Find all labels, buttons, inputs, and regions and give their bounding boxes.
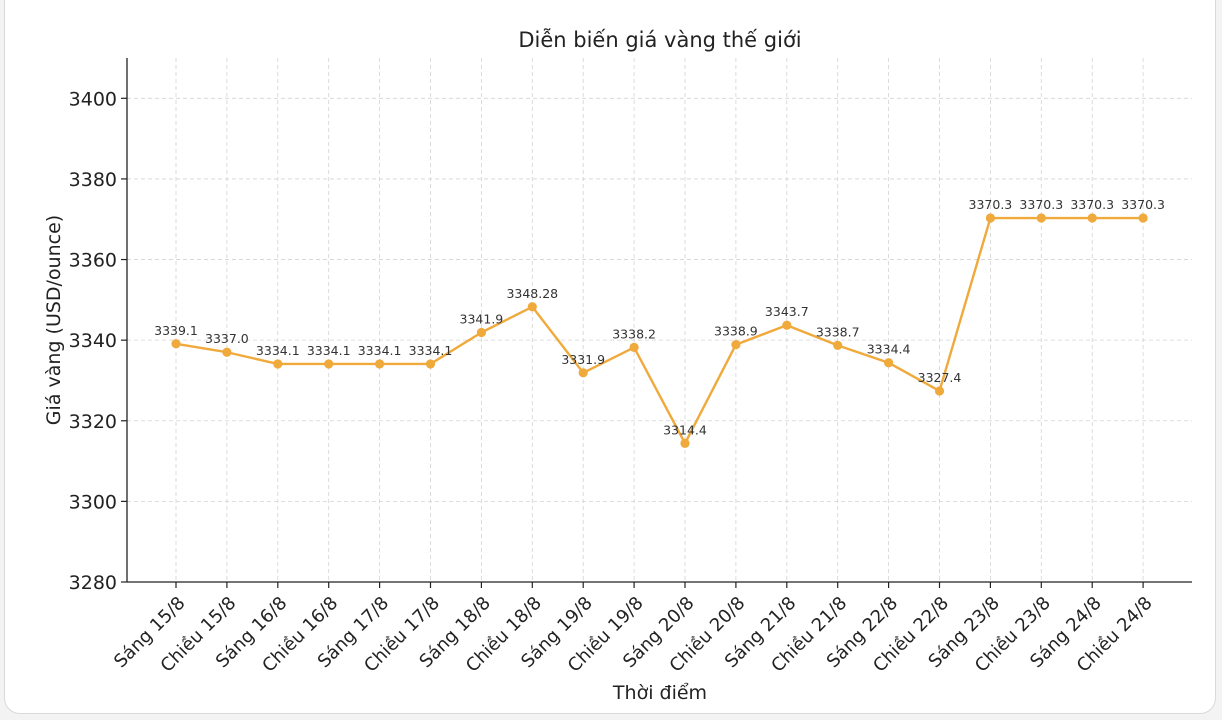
data-point: [425, 359, 436, 369]
data-point: [680, 438, 690, 448]
series-line: [175, 216, 1144, 445]
y-tick-label: 3300: [69, 491, 117, 513]
data-point: [375, 359, 385, 369]
data-point: [629, 342, 639, 353]
chart-card: [4, 0, 1216, 714]
data-label: 3348.28: [506, 286, 558, 301]
data-point: [1138, 213, 1148, 223]
data-label: 3334.4: [867, 342, 911, 357]
chart-title: Diễn biến giá vàng thế giới: [518, 27, 801, 52]
data-point: [934, 386, 945, 396]
data-label: 3341.9: [460, 311, 504, 326]
data-label: 3327.4: [918, 370, 962, 385]
data-label: 3334.1: [256, 343, 300, 358]
grid: [127, 58, 1192, 582]
data-point: [782, 320, 792, 330]
data-label: 3334.1: [307, 343, 351, 358]
data-point: [476, 327, 486, 338]
data-point: [324, 359, 334, 369]
data-label: 3370.3: [1019, 197, 1063, 212]
data-label: 3334.1: [358, 343, 402, 358]
data-label: 3339.1: [154, 323, 198, 338]
data-point: [171, 339, 181, 349]
data-point: [985, 213, 996, 223]
data-point: [1036, 213, 1046, 223]
y-tick-label: 3380: [69, 169, 117, 191]
data-label: 3338.7: [816, 324, 860, 339]
data-point: [884, 358, 894, 368]
data-label: 3314.4: [663, 422, 707, 437]
data-label: 3370.3: [969, 197, 1013, 212]
y-tick-label: 3280: [69, 572, 117, 594]
data-point: [833, 340, 843, 350]
data-label: 3370.3: [1121, 197, 1165, 212]
data-point: [731, 339, 741, 350]
axes: [126, 58, 1192, 583]
y-axis-label: Giá vàng (USD/ounce): [43, 215, 65, 425]
data-point: [527, 302, 537, 312]
data-label: 3370.3: [1070, 197, 1114, 212]
data-label: 3343.7: [765, 304, 809, 319]
data-point: [273, 359, 283, 369]
data-label: 3334.1: [409, 343, 453, 358]
data-label: 3331.9: [561, 352, 605, 367]
data-label: 3337.0: [205, 331, 249, 346]
y-tick-label: 3400: [69, 88, 117, 110]
y-tick-label: 3320: [69, 411, 117, 433]
data-label: 3338.9: [714, 324, 758, 339]
data-point: [578, 368, 588, 378]
x-axis-label: Thời điểm: [612, 682, 707, 704]
y-tick-label: 3360: [69, 250, 117, 272]
y-tick-label: 3340: [69, 330, 117, 352]
data-point: [1087, 213, 1097, 223]
data-label: 3338.2: [612, 326, 656, 341]
data-point: [222, 347, 232, 357]
series: [171, 213, 1148, 448]
data-labels: 3339.1 3337.0 3334.1 3334.1 3334.1 3334.1 3341…: [154, 197, 1165, 437]
